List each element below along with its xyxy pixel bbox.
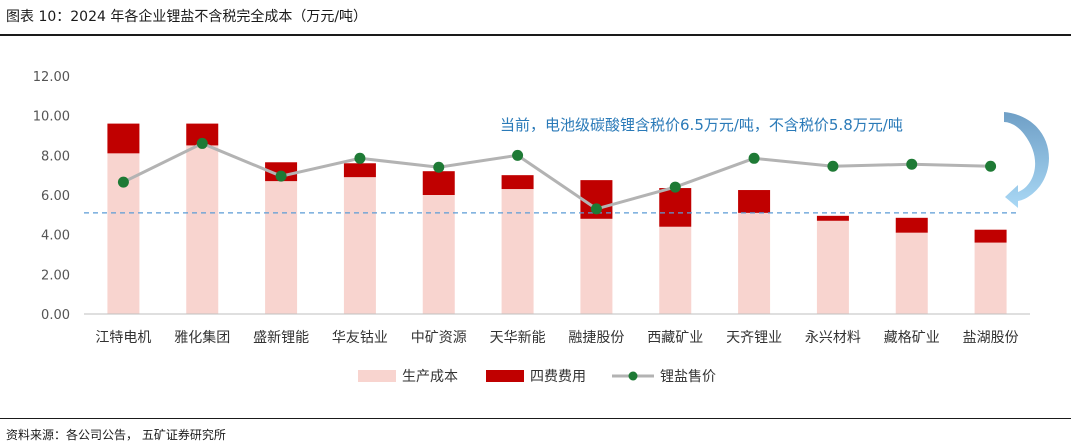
legend-label-production-cost: 生产成本 — [402, 369, 458, 385]
y-axis: 0.00 2.00 4.00 6.00 8.00 10.00 12.00 — [33, 70, 70, 323]
category-label: 中矿资源 — [411, 330, 467, 346]
price-point — [669, 181, 681, 193]
bar-four-fees — [107, 123, 140, 154]
y-tick-label: 2.00 — [41, 268, 70, 283]
category-label: 雅化集团 — [174, 329, 230, 346]
price-point — [985, 160, 997, 172]
category-label: 西藏矿业 — [647, 330, 703, 346]
category-label: 江特电机 — [95, 330, 151, 346]
category-label: 华友钴业 — [332, 330, 388, 346]
y-tick-label: 8.00 — [41, 149, 70, 164]
price-point — [590, 203, 602, 215]
category-label: 天齐锂业 — [726, 330, 782, 346]
annotation-layer: 当前，电池级碳酸锂含税价6.5万元/吨，不含税价5.8万元/吨 — [500, 112, 1049, 208]
bar-production-cost — [580, 218, 613, 314]
price-series-line — [122, 141, 991, 211]
y-tick-label: 12.00 — [33, 70, 70, 85]
price-point — [512, 149, 524, 161]
category-label: 藏格矿业 — [884, 330, 940, 346]
legend-swatch-four-fees — [486, 370, 524, 382]
bar-production-cost — [738, 212, 771, 314]
y-tick-label: 6.00 — [41, 189, 70, 204]
legend: 生产成本 四费费用 锂盐售价 — [358, 369, 716, 385]
legend-swatch-production-cost — [358, 370, 396, 382]
bar-production-cost — [974, 242, 1007, 314]
bar-four-fees — [974, 229, 1007, 243]
price-point — [748, 152, 760, 164]
legend-swatch-price-marker — [628, 371, 638, 381]
bar-production-cost — [343, 177, 376, 314]
category-label: 融捷股份 — [568, 330, 624, 346]
price-point — [433, 161, 445, 173]
bar-four-fees — [343, 163, 376, 178]
category-label: 天华新能 — [490, 330, 546, 346]
x-axis: 江特电机 雅化集团 盛新锂能 华友钴业 中矿资源 天华新能 融捷股份 西藏矿业 天齐锂业 永兴材料… — [84, 313, 1030, 346]
bar-four-fees — [186, 123, 219, 146]
category-label: 永兴材料 — [805, 330, 861, 346]
price-point — [354, 152, 366, 164]
bar-four-fees — [816, 215, 849, 221]
bar-production-cost — [186, 145, 219, 314]
bar-four-fees — [422, 171, 455, 195]
price-point — [906, 158, 918, 170]
y-tick-label: 0.00 — [41, 308, 70, 323]
bottom-rule — [0, 418, 1071, 419]
bars-layer — [107, 123, 1007, 314]
bar-four-fees — [738, 190, 771, 213]
bar-four-fees — [659, 188, 692, 227]
price-point — [117, 176, 129, 188]
price-point — [275, 170, 287, 182]
bar-production-cost — [265, 181, 298, 314]
legend-label-four-fees: 四费费用 — [530, 369, 586, 385]
price-line-layer — [117, 137, 997, 215]
category-label: 盐湖股份 — [963, 330, 1019, 346]
bar-production-cost — [816, 220, 849, 314]
figure-title: 图表 10：2024 年各企业锂盐不含税完全成本（万元/吨） — [6, 9, 368, 25]
bar-production-cost — [895, 232, 928, 314]
category-label: 盛新锂能 — [253, 330, 309, 346]
y-tick-label: 4.00 — [41, 229, 70, 244]
source-note: 资料来源：各公司公告， 五矿证券研究所 — [6, 428, 226, 442]
price-point — [827, 160, 839, 172]
price-annotation: 当前，电池级碳酸锂含税价6.5万元/吨，不含税价5.8万元/吨 — [500, 116, 903, 134]
bar-production-cost — [422, 195, 455, 314]
bar-four-fees — [895, 217, 928, 233]
price-point — [196, 137, 208, 149]
curved-arrow-icon — [1004, 112, 1049, 208]
top-rule — [0, 34, 1071, 36]
y-tick-label: 10.00 — [33, 110, 70, 125]
bar-production-cost — [501, 189, 534, 314]
lithium-cost-chart: 0.00 2.00 4.00 6.00 8.00 10.00 12.00 江特电机 雅化集团 盛… — [33, 70, 1049, 385]
legend-label-price: 锂盐售价 — [660, 369, 716, 385]
bar-production-cost — [659, 226, 692, 314]
bar-four-fees — [501, 175, 534, 190]
